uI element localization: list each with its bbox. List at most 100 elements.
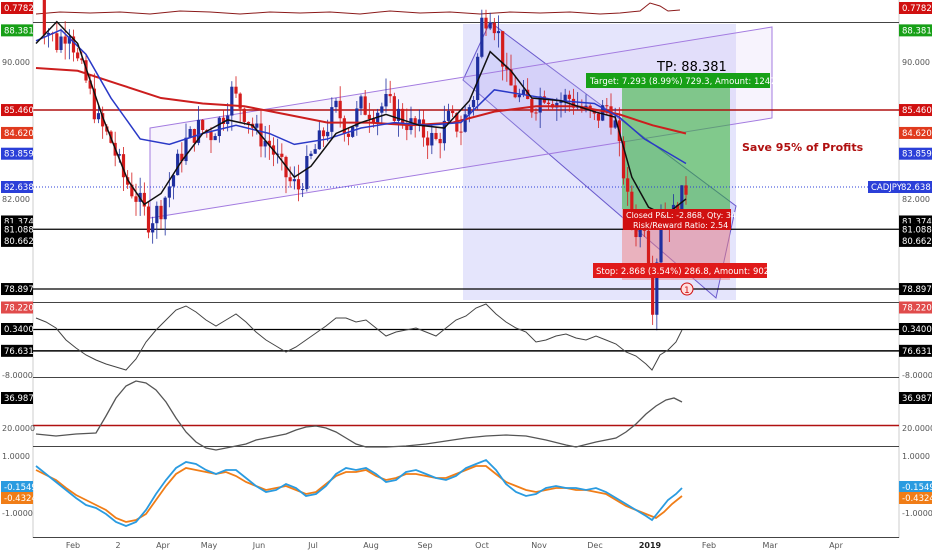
risk-reward-label: Risk/Reward Ratio: 2.54: [633, 221, 728, 230]
price-tag-right: [899, 147, 932, 160]
price-tag-left: [1, 344, 33, 357]
candle-body: [467, 107, 471, 115]
candle-body: [76, 52, 80, 59]
price-tag-right-label: 76.631: [902, 347, 932, 357]
candle-body: [434, 132, 438, 139]
price-tag-left-label: 78.220: [4, 303, 34, 313]
candle-body: [513, 85, 517, 98]
price-tag-left: [1, 104, 33, 117]
candle-body: [534, 112, 538, 114]
candle-body: [517, 94, 521, 98]
x-axis-label: Apr: [156, 541, 171, 550]
candle-body: [471, 99, 476, 108]
blue-moving-average: [35, 28, 687, 165]
candle-body: [613, 120, 617, 128]
price-tags: 88.381 88.381 85.460 85.460 84.620 84.620 83.8…: [1, 2, 932, 504]
y-tick-label-left: 90.000: [2, 58, 30, 67]
x-axis: Feb 2 Apr May Jun Jul Aug Sep Oct Nov Dec 2019 Feb Ma…: [66, 541, 844, 550]
candle-body: [476, 56, 480, 100]
candle-body: [351, 126, 355, 137]
x-axis-label: Jun: [252, 541, 266, 550]
candle-body: [684, 185, 688, 195]
candle-body: [371, 119, 376, 124]
candle-body: [451, 110, 455, 114]
price-tag-left-label: 84.620: [4, 129, 34, 139]
price-tag-right: [899, 481, 932, 493]
candle-body: [188, 129, 192, 138]
top-indicator-line: [35, 2, 681, 15]
candle-body: [221, 117, 226, 124]
stop-label: Stop: 2.868 (3.54%) 286.8, Amount: 902.4…: [596, 267, 783, 277]
target-label-box: [586, 73, 770, 88]
candle-body: [538, 96, 542, 113]
price-tag-left: [1, 24, 33, 37]
price-tag-right-label: 85.460: [902, 106, 932, 116]
candle-body: [209, 131, 213, 141]
closed-pl-label: Closed P&L: -2.868, Qty: 34: [626, 211, 736, 220]
candle-body: [601, 105, 605, 121]
price-tag-left-label: 81.088: [4, 225, 34, 235]
candle-body: [342, 118, 346, 134]
price-tag-left: [1, 181, 33, 193]
price-tag-right: [899, 492, 932, 504]
price-tag-left: [1, 234, 33, 247]
candle-body: [292, 179, 296, 182]
candle-body: [359, 96, 363, 109]
x-axis-label: Oct: [475, 541, 489, 550]
candle-body: [121, 154, 126, 178]
candle-body: [180, 153, 184, 162]
y-tick-label-right: -8.0000: [902, 371, 932, 380]
candle-body: [484, 17, 488, 29]
candle-body: [88, 80, 92, 89]
candle-body: [334, 100, 338, 108]
price-tag-right-label: 88.381: [902, 26, 932, 36]
y-tick-label-right: 20.0000: [902, 424, 932, 433]
y-tick-label-left: -8.0000: [2, 371, 33, 380]
candle-body: [155, 205, 159, 224]
osc3-orange-line: [35, 465, 683, 523]
candle-body: [630, 191, 634, 218]
price-tag-left-label: 88.381: [4, 26, 34, 36]
candle-body: [217, 117, 221, 137]
candle-body: [567, 94, 571, 99]
price-tag-left-label: 36.9878: [4, 394, 39, 404]
price-tag-left-label: 85.460: [4, 106, 34, 116]
candle-body: [563, 94, 567, 101]
y-tick-label-left: 1.0000: [2, 452, 30, 461]
candle-body: [559, 100, 563, 103]
candle-body: [167, 186, 171, 198]
y-tick-label-left: 20.0000: [2, 424, 35, 433]
trade-marker-icon[interactable]: [680, 282, 694, 296]
candle-body: [405, 123, 409, 131]
price-tag-right-label: 81.374: [902, 217, 932, 227]
candle-body: [430, 132, 434, 146]
price-tag-left: [1, 2, 33, 14]
candle-body: [321, 130, 326, 137]
candle-body: [659, 216, 663, 263]
candle-body: [496, 31, 501, 34]
candle-body: [380, 106, 384, 113]
price-tag-right-label: -0.4324: [902, 494, 932, 504]
price-tag-right-label: 80.662: [902, 237, 932, 247]
candle-body: [142, 192, 146, 207]
price-tag-left: [1, 223, 33, 236]
top-indicator-panel: [35, 2, 681, 15]
candle-body: [384, 93, 388, 107]
target-label: Target: 7.293 (8.99%) 729.3, Amount: 124…: [589, 77, 789, 87]
price-tag-left-label: 78.897: [4, 285, 34, 295]
save-profits-label: Save 95% of Profits: [742, 141, 864, 154]
price-panel: TP: 88.381 Target: 7.293 (8.99%) 729.3, …: [33, 0, 899, 352]
candle-body: [388, 93, 392, 97]
candle-body: [71, 36, 76, 53]
candle-body: [509, 69, 513, 86]
closed-pl-box: [623, 209, 731, 230]
price-tag-right-label: 0.3400: [902, 325, 932, 335]
candle-body: [330, 107, 334, 132]
candle-body: [59, 36, 63, 50]
candle-body: [267, 140, 271, 146]
x-axis-label: Feb: [66, 541, 80, 550]
candle-body: [67, 36, 71, 44]
candle-body: [492, 22, 496, 34]
price-tag-left-label: 80.662: [4, 237, 34, 247]
